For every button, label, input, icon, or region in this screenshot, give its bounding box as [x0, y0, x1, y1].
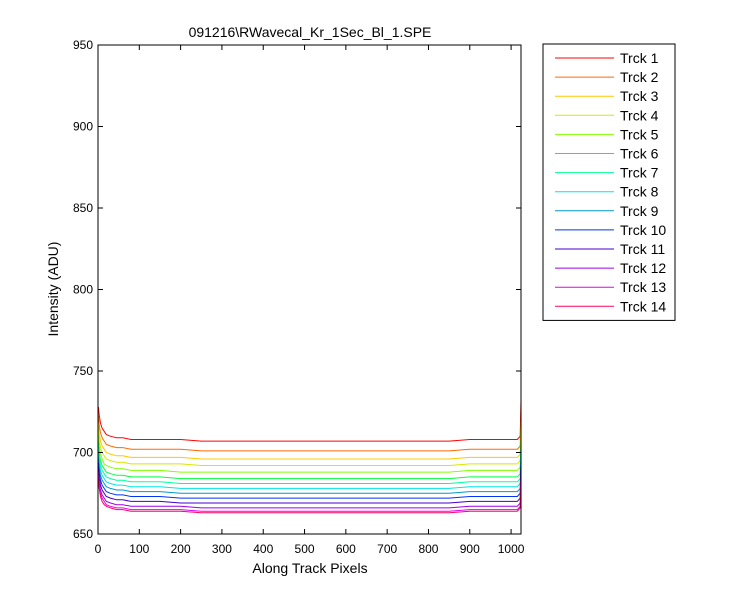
series-line-7 [97, 445, 522, 484]
series-line-3 [97, 419, 522, 460]
x-tick-label: 200 [171, 542, 191, 556]
legend-box [542, 43, 676, 321]
legend-label: Trck 1 [620, 50, 659, 66]
y-tick-label: 950 [73, 38, 93, 52]
legend-label: Trck 5 [620, 126, 659, 142]
legend-label: Trck 2 [620, 69, 659, 85]
series-line-4 [97, 428, 522, 466]
legend-label: Trck 4 [620, 107, 659, 123]
legend-label: Trck 11 [620, 241, 665, 257]
x-tick-label: 700 [377, 542, 397, 556]
x-tick-label: 100 [129, 542, 149, 556]
plot-background [98, 45, 521, 534]
x-axis-label: Along Track Pixels [252, 560, 367, 576]
x-tick-label: 500 [295, 542, 315, 556]
legend-label: Trck 7 [620, 165, 659, 181]
x-tick-label: 600 [336, 542, 356, 556]
series-line-1 [97, 400, 522, 442]
series-line-6 [97, 441, 522, 480]
legend-label: Trck 3 [620, 88, 659, 104]
x-tick-label: 900 [460, 542, 480, 556]
legend-label: Trck 10 [620, 222, 666, 238]
tick-layer: 0 100 200 300 400 500 600 700 800 900 1000 650 700 75… [73, 38, 525, 556]
series-line-11 [97, 465, 522, 504]
y-axis-label: Intensity (ADU) [45, 242, 61, 337]
x-tick-label: 800 [418, 542, 438, 556]
series-line-2 [97, 410, 522, 452]
x-tick-label: 300 [212, 542, 232, 556]
chart-title: 091216\RWavecal_Kr_1Sec_Bl_1.SPE [189, 24, 432, 40]
legend-label: Trck 9 [620, 203, 659, 219]
y-tick-label: 850 [73, 201, 93, 215]
series-line-8 [97, 450, 522, 489]
series-line-13 [97, 473, 522, 512]
series-layer [97, 400, 522, 514]
series-line-9 [97, 455, 522, 494]
series-line-12 [97, 470, 522, 509]
series-line-14 [97, 476, 522, 514]
y-tick-label: 800 [73, 283, 93, 297]
y-tick-label: 900 [73, 120, 93, 134]
x-tick-label: 0 [95, 542, 102, 556]
series-line-10 [97, 460, 522, 499]
legend-label: Trck 14 [620, 298, 666, 314]
series-line-5 [97, 434, 522, 473]
legend-label: Trck 13 [620, 279, 666, 295]
legend-label: Trck 6 [620, 146, 659, 162]
legend-label: Trck 8 [620, 184, 659, 200]
y-tick-label: 700 [73, 446, 93, 460]
legend-label: Trck 12 [620, 260, 666, 276]
x-tick-label: 400 [253, 542, 273, 556]
x-tick-label: 1000 [498, 542, 525, 556]
y-tick-label: 650 [73, 527, 93, 541]
legend: Trck 1 Trck 2 Trck 3 Trck 4 Trck 5 Trck 6 Trck… [542, 43, 676, 321]
y-tick-label: 750 [73, 364, 93, 378]
